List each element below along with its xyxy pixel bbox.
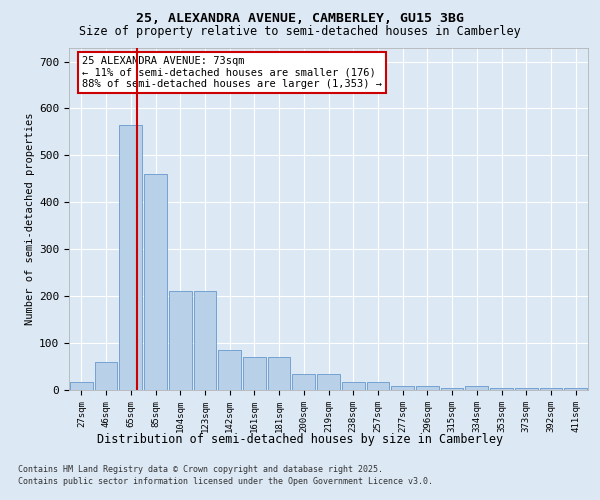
Bar [466,386,488,390]
Text: Contains public sector information licensed under the Open Government Licence v3: Contains public sector information licen… [18,478,433,486]
Bar [441,388,463,390]
Bar [515,388,538,390]
Y-axis label: Number of semi-detached properties: Number of semi-detached properties [25,112,35,325]
Text: Size of property relative to semi-detached houses in Camberley: Size of property relative to semi-detach… [79,25,521,38]
Bar [268,357,290,390]
Bar [243,357,266,390]
Bar [218,350,241,390]
Bar [169,292,191,390]
Bar [539,388,562,390]
Text: 25, ALEXANDRA AVENUE, CAMBERLEY, GU15 3BG: 25, ALEXANDRA AVENUE, CAMBERLEY, GU15 3B… [136,12,464,26]
Bar [144,174,167,390]
Bar [317,374,340,390]
Bar [490,388,513,390]
Bar [367,382,389,390]
Bar [70,382,93,390]
Bar [95,362,118,390]
Text: Distribution of semi-detached houses by size in Camberley: Distribution of semi-detached houses by … [97,432,503,446]
Bar [119,125,142,390]
Text: Contains HM Land Registry data © Crown copyright and database right 2025.: Contains HM Land Registry data © Crown c… [18,465,383,474]
Text: 25 ALEXANDRA AVENUE: 73sqm
← 11% of semi-detached houses are smaller (176)
88% o: 25 ALEXANDRA AVENUE: 73sqm ← 11% of semi… [82,56,382,90]
Bar [391,386,414,390]
Bar [564,388,587,390]
Bar [292,374,315,390]
Bar [416,386,439,390]
Bar [342,382,365,390]
Bar [194,292,216,390]
